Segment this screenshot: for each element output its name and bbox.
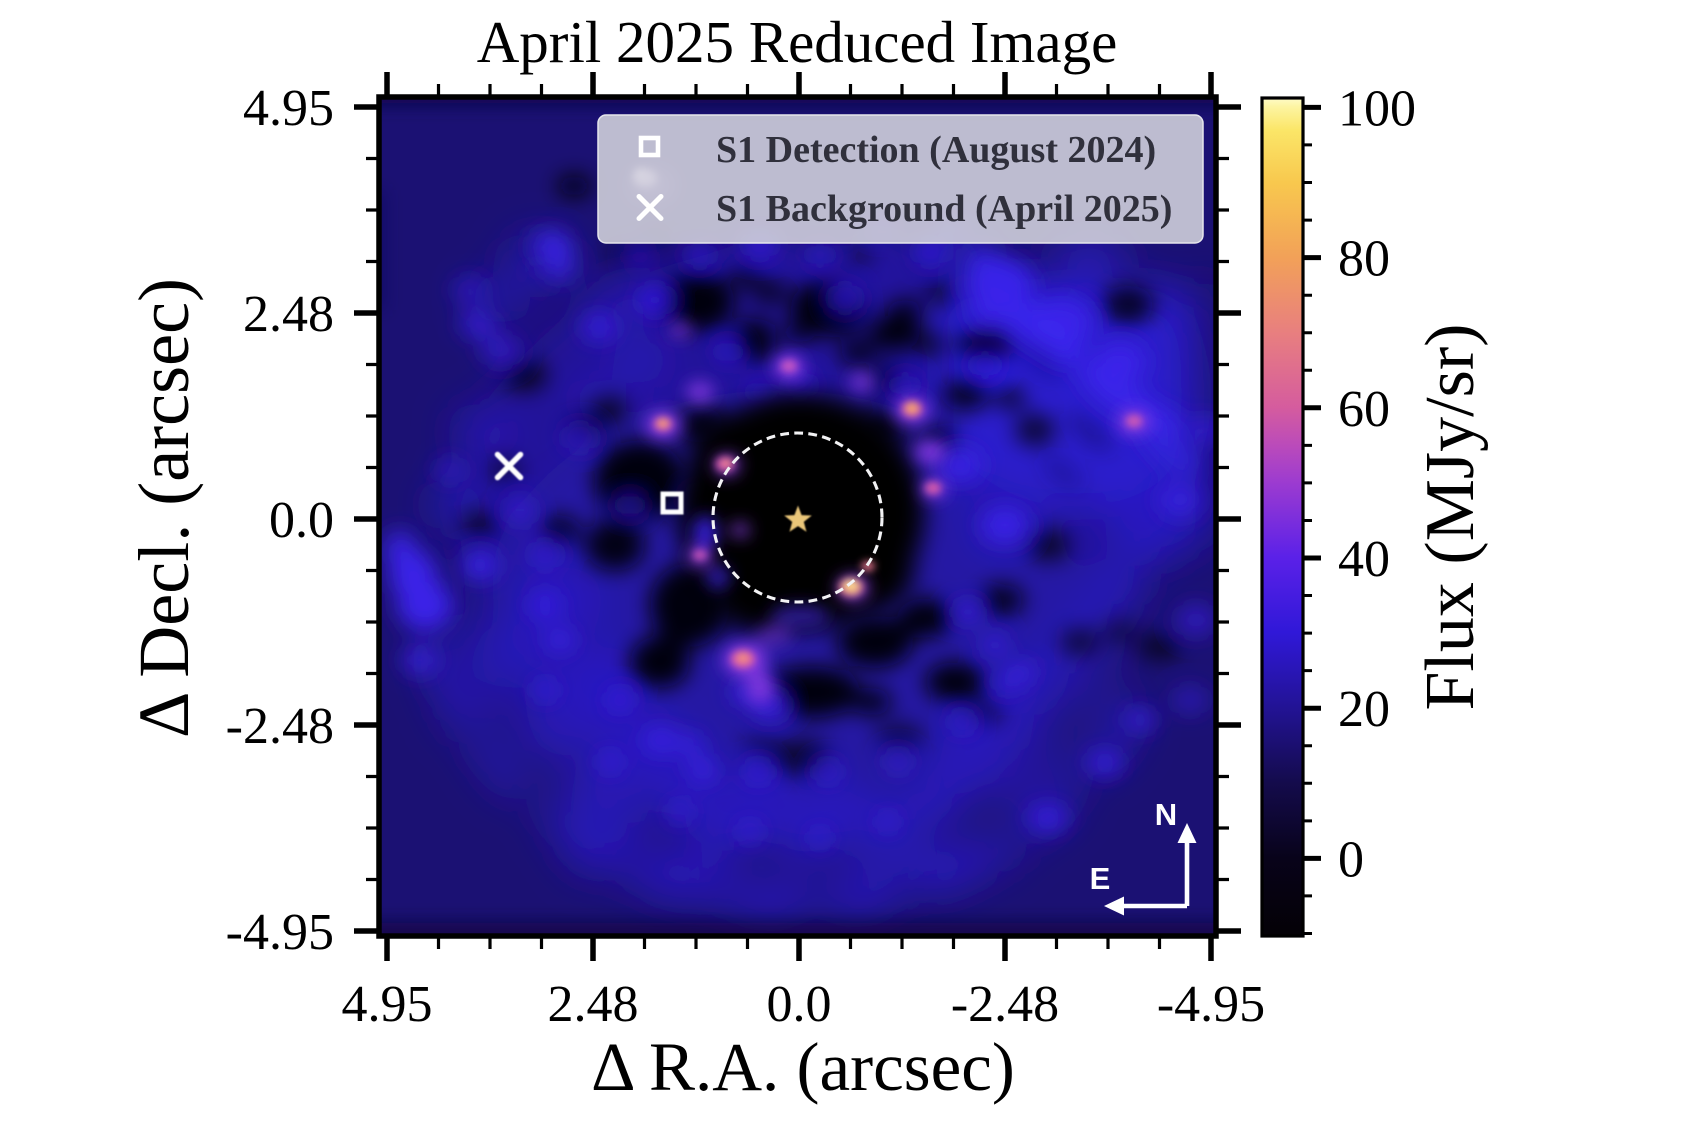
svg-text:0: 0: [1338, 831, 1364, 888]
svg-text:60: 60: [1338, 381, 1390, 438]
svg-text:0.0: 0.0: [269, 492, 334, 549]
svg-text:0.0: 0.0: [767, 976, 832, 1033]
svg-text:2.48: 2.48: [548, 976, 639, 1033]
svg-text:-2.48: -2.48: [951, 976, 1059, 1033]
svg-text:S1 Detection (August 2024): S1 Detection (August 2024): [716, 129, 1156, 171]
svg-text:4.95: 4.95: [342, 976, 433, 1033]
svg-text:-4.95: -4.95: [1157, 976, 1265, 1033]
svg-text:4.95: 4.95: [243, 80, 334, 137]
svg-text:Flux (MJy/sr): Flux (MJy/sr): [1412, 324, 1489, 711]
svg-text:-4.95: -4.95: [226, 904, 334, 961]
svg-text:April 2025 Reduced Image: April 2025 Reduced Image: [477, 9, 1118, 75]
svg-text:S1 Background (April 2025): S1 Background (April 2025): [716, 188, 1172, 230]
svg-text:E: E: [1090, 861, 1111, 896]
svg-text:2.48: 2.48: [243, 286, 334, 343]
svg-text:Δ R.A. (arcsec): Δ R.A. (arcsec): [591, 1029, 1015, 1105]
svg-text:100: 100: [1338, 80, 1416, 137]
svg-text:80: 80: [1338, 231, 1390, 288]
svg-text:20: 20: [1338, 681, 1390, 738]
svg-text:40: 40: [1338, 531, 1390, 588]
svg-text:N: N: [1155, 797, 1177, 832]
svg-text:Δ Decl. (arcsec): Δ Decl. (arcsec): [124, 278, 204, 738]
svg-text:-2.48: -2.48: [226, 698, 334, 755]
